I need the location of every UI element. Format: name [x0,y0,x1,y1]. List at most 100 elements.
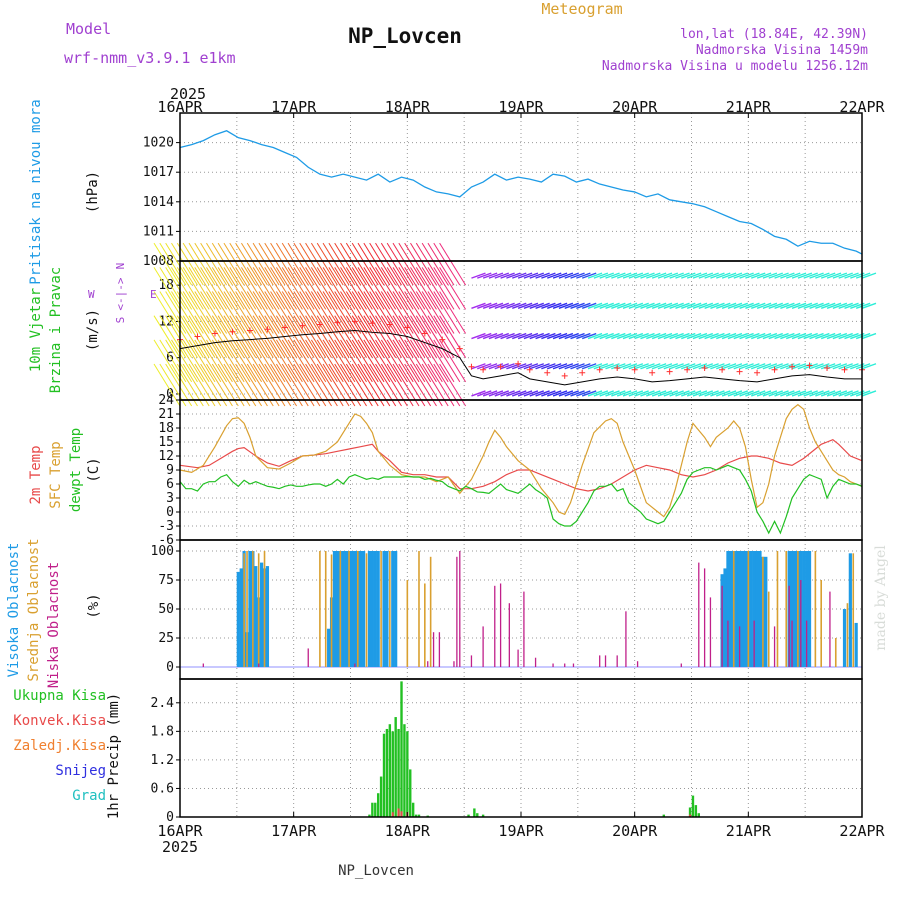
wind-arrow [529,272,544,279]
wind-arrow [305,315,332,358]
wind-arrow [820,272,836,279]
wind-arrow [369,242,397,286]
model-altitude-text: Nadmorska Visina u modelu 1256.12m [602,59,868,74]
wind-arrow [605,332,620,340]
wind-arrow [751,390,766,397]
high-cloud-bar [749,551,753,667]
wind-arrow [541,272,556,279]
wind-arrow [622,302,638,309]
mid-cloud-bar [747,551,750,667]
wind-arrow [651,302,667,309]
year-top: 2025 [170,85,206,103]
precip-label: 1hr Precip (mm) [106,693,122,819]
wind-arrow [477,363,492,370]
wind-arrow [546,363,562,370]
wind-arrow [686,272,702,279]
wind-arrow [512,390,527,397]
mid-cloud-bar [424,583,426,667]
wind-arrow [322,315,350,358]
y-tick-label: 0.6 [151,781,174,796]
wind-arrow [310,291,338,334]
wind-arrow [820,390,836,397]
wind-arrow [345,339,373,383]
wind-arrow [803,302,818,309]
y-tick-label: 2.4 [151,696,175,711]
wind-arrow [634,272,649,279]
precip-panel [176,679,862,818]
date-tick-top: 19APR [498,98,544,116]
wind-arrow [351,291,379,334]
mid-cloud-bar [820,580,822,667]
high-cloud-bar [376,551,380,667]
wind-arrow [375,291,402,334]
wind-arrow [235,291,263,334]
wind-arrow [512,332,527,340]
wind-arrow [599,302,614,309]
wind-arrow [380,339,408,383]
wind-arrow [535,332,550,340]
wind-arrow [809,332,824,340]
date-tick-bottom: 18APR [385,822,431,840]
wind-arrow [316,315,344,358]
total-precip-bar [391,731,394,817]
wind-arrow [392,363,420,407]
wind-arrow [838,332,853,340]
high-cloud-bar [254,566,258,667]
wind-arrow [310,363,338,407]
total-precip-bar [376,793,380,817]
wind-arrow [541,332,556,340]
wind-arrow [716,332,731,340]
mid-cloud-bar [389,551,391,667]
wind-arrow [188,242,216,286]
gust-marker [666,368,673,375]
wind-arrow [739,272,754,279]
high-cloud-bar [854,622,858,667]
wind-arrow [541,363,556,370]
convective-precip-bar [391,812,394,817]
y-tick-label: 1.2 [151,753,174,768]
wind-arrow [599,272,614,279]
total-precip-bar [691,795,695,817]
wind-arrow [264,339,292,383]
wind-arrow [809,390,824,397]
wind-arrow [657,332,673,340]
wind-arrow [206,267,233,310]
gust-marker [736,368,743,375]
wind-arrow [351,242,379,286]
total-precip-bar [394,717,397,817]
wind-arrow [200,267,228,310]
watermark: made by Angel [873,545,889,651]
wind-arrow [439,291,467,334]
wind-arrow [386,267,414,310]
wind-arrow [512,272,527,279]
wind-arrow [270,267,298,310]
wind-arrow [581,390,597,397]
wind-arrow [334,267,362,310]
wind-arrow [153,339,181,383]
wind-arrow [488,332,504,340]
wind-arrow [803,390,818,397]
wind-arrow [762,332,778,340]
wind-arrow [328,242,356,286]
wind-arrow [171,363,198,407]
wind-arrow [270,291,298,334]
wind-arrow [855,332,871,340]
wind-arrow [820,302,836,309]
wind-arrow [404,291,432,334]
wind-arrow [275,315,303,358]
wind-arrow [194,291,222,334]
high-cloud-bar [341,551,345,667]
wind-arrow [815,332,830,340]
wind-arrow [369,291,397,334]
wind-arrow [299,315,327,358]
wind-arrow [206,242,233,286]
wind-arrow [727,302,743,309]
wind-arrow [780,272,795,279]
wind-arrow [488,272,504,279]
wind-arrow [171,242,198,286]
wind-arrow [293,363,321,407]
compass-south: S [114,317,127,324]
wind-arrow [421,315,449,358]
wind-arrow [194,339,222,383]
wind-arrow [340,291,367,334]
